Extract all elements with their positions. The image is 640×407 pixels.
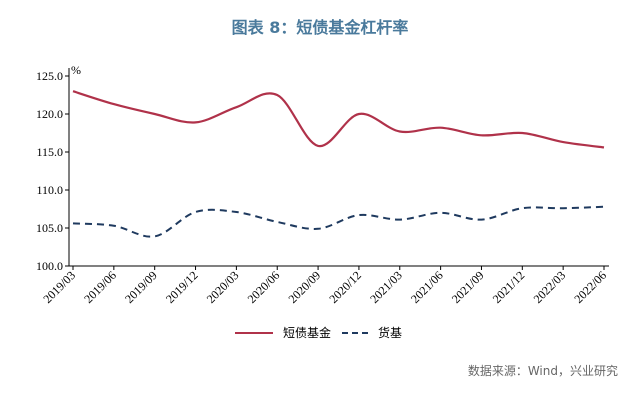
- x-tick-label: 2021/06: [408, 268, 446, 306]
- x-tick-label: 2020/06: [245, 268, 283, 306]
- series-layer: [72, 90, 605, 238]
- x-tick-label: 2019/09: [122, 268, 160, 306]
- source-note: 数据来源：Wind，兴业研究: [467, 364, 618, 378]
- y-tick-label: 120.0: [36, 107, 63, 121]
- x-tick-label: 2021/09: [449, 268, 487, 306]
- chart-title: 图表 8：短债基金杠杆率: [231, 18, 409, 37]
- series-line-short-bond-fund: [72, 90, 605, 149]
- series-line-money-fund: [72, 205, 605, 238]
- x-tick-label: 2022/06: [571, 268, 609, 306]
- y-tick-label: 110.0: [36, 183, 63, 197]
- x-tick-label: 2019/06: [81, 268, 119, 306]
- x-tick-label: 2019/12: [163, 268, 201, 306]
- y-axis-unit: %: [71, 63, 81, 77]
- x-tick-label: 2022/03: [531, 268, 569, 306]
- y-tick-label: 105.0: [36, 221, 63, 235]
- x-tick-label: 2019/03: [40, 268, 78, 306]
- chart-legend: 短债基金 货基: [235, 325, 402, 340]
- x-tick-label: 2020/09: [285, 268, 323, 306]
- x-tick-label: 2020/12: [326, 268, 364, 306]
- y-tick-label: 125.0: [36, 69, 63, 83]
- y-tick-label: 115.0: [36, 145, 63, 159]
- legend-label-money-fund: 货基: [378, 325, 402, 340]
- x-tick-label: 2021/03: [367, 268, 405, 306]
- x-tick-label: 2020/03: [204, 268, 242, 306]
- legend-label-short-bond-fund: 短债基金: [283, 325, 331, 340]
- x-tick-label: 2021/12: [490, 268, 528, 306]
- y-tick-label: 100.0: [36, 259, 63, 273]
